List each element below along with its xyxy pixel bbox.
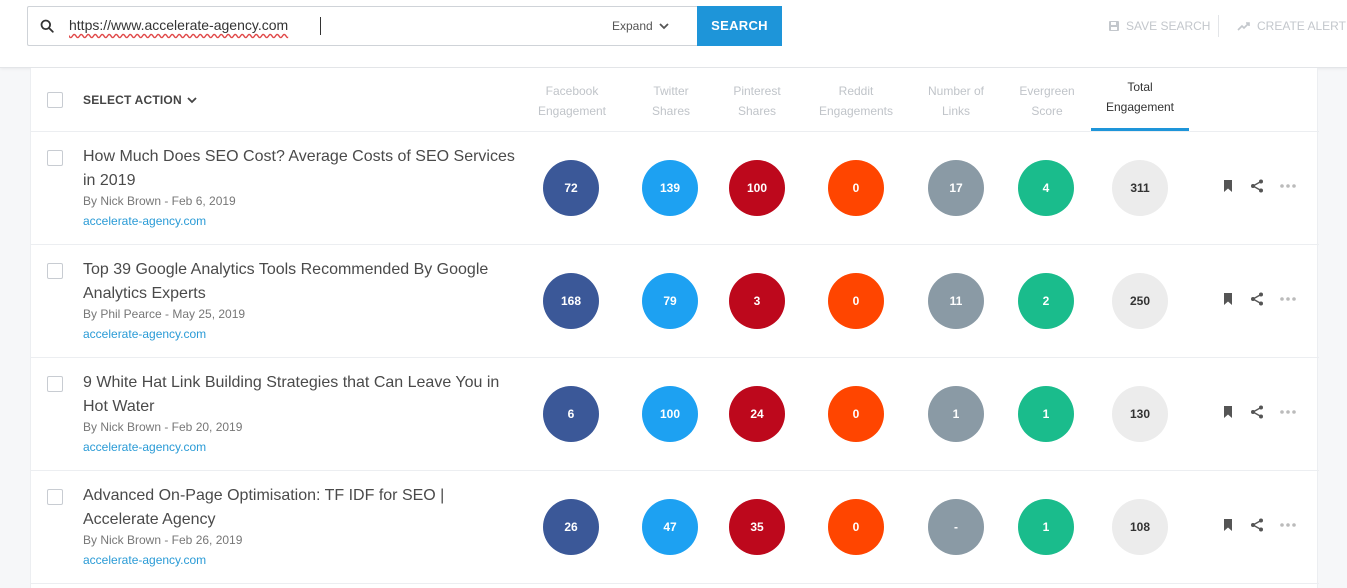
save-icon	[1109, 21, 1119, 31]
text-caret	[320, 17, 321, 35]
article-meta: By Phil Pearce - May 25, 2019	[83, 307, 246, 321]
toolbar-divider	[1218, 15, 1219, 37]
col-number-of-links[interactable]: Number of Links	[927, 84, 985, 118]
evergreen-score-bubble: 1	[1018, 499, 1074, 555]
article-title[interactable]: 9 White Hat Link Building Strategies tha…	[83, 374, 500, 415]
row-actions	[1221, 405, 1297, 419]
facebook-engagement-bubble: 168	[543, 273, 599, 329]
article-domain[interactable]: accelerate-agency.com	[83, 440, 207, 454]
share-icon[interactable]	[1250, 179, 1264, 193]
create-alert-label: CREATE ALERT	[1257, 19, 1346, 33]
bookmark-icon[interactable]	[1221, 179, 1235, 193]
col-reddit-engagements[interactable]: Reddit Engagements	[818, 84, 894, 118]
article-domain[interactable]: accelerate-agency.com	[83, 553, 207, 567]
expand-toggle[interactable]: Expand	[612, 19, 653, 33]
article-title[interactable]: Top 39 Google Analytics Tools Recommende…	[83, 261, 489, 302]
twitter-shares-bubble: 47	[642, 499, 698, 555]
facebook-engagement-bubble: 6	[543, 386, 599, 442]
twitter-shares-bubble: 79	[642, 273, 698, 329]
search-icon	[40, 19, 54, 33]
pinterest-shares-bubble: 24	[729, 386, 785, 442]
table-row: How Much Does SEO Cost? Average Costs of…	[31, 132, 1319, 245]
row-checkbox[interactable]	[47, 263, 63, 279]
links-count-bubble: 1	[928, 386, 984, 442]
links-count-bubble: 17	[928, 160, 984, 216]
evergreen-score-bubble: 2	[1018, 273, 1074, 329]
twitter-shares-bubble: 100	[642, 386, 698, 442]
select-all-checkbox[interactable]	[47, 92, 63, 108]
row-actions	[1221, 292, 1297, 306]
bookmark-icon[interactable]	[1221, 292, 1235, 306]
reddit-engagements-bubble: 0	[828, 273, 884, 329]
reddit-engagements-bubble: 0	[828, 499, 884, 555]
pinterest-shares-bubble: 3	[729, 273, 785, 329]
save-search-button[interactable]: SAVE SEARCH	[1108, 19, 1210, 33]
article-meta: By Nick Brown - Feb 26, 2019	[83, 533, 243, 547]
more-icon[interactable]	[1279, 179, 1297, 193]
share-icon[interactable]	[1250, 518, 1264, 532]
col-total-engagement[interactable]: Total Engagement	[1105, 80, 1175, 114]
total-engagement-bubble: 108	[1112, 499, 1168, 555]
row-actions	[1221, 179, 1297, 193]
search-box[interactable]: https://www.accelerate-agency.com Expand	[27, 6, 697, 46]
chevron-down-icon	[187, 97, 197, 104]
links-count-bubble: -	[928, 499, 984, 555]
links-count-bubble: 11	[928, 273, 984, 329]
share-icon[interactable]	[1250, 405, 1264, 419]
more-icon[interactable]	[1279, 518, 1297, 532]
col-evergreen-score[interactable]: Evergreen Score	[1019, 84, 1075, 118]
article-title[interactable]: How Much Does SEO Cost? Average Costs of…	[83, 148, 515, 189]
article-meta: By Nick Brown - Feb 20, 2019	[83, 420, 243, 434]
total-engagement-bubble: 250	[1112, 273, 1168, 329]
table-row: Top 39 Google Analytics Tools Recommende…	[31, 245, 1319, 358]
col-facebook-engagement[interactable]: Facebook Engagement	[537, 84, 607, 118]
article-title[interactable]: Advanced On-Page Optimisation: TF IDF fo…	[83, 487, 445, 528]
save-search-label: SAVE SEARCH	[1126, 19, 1211, 33]
total-engagement-bubble: 130	[1112, 386, 1168, 442]
reddit-engagements-bubble: 0	[828, 386, 884, 442]
share-icon[interactable]	[1250, 292, 1264, 306]
table-row: Advanced On-Page Optimisation: TF IDF fo…	[31, 471, 1319, 584]
row-checkbox[interactable]	[47, 489, 63, 505]
col-pinterest-shares[interactable]: Pinterest Shares	[733, 84, 781, 118]
facebook-engagement-bubble: 26	[543, 499, 599, 555]
evergreen-score-bubble: 1	[1018, 386, 1074, 442]
twitter-shares-bubble: 139	[642, 160, 698, 216]
evergreen-score-bubble: 4	[1018, 160, 1074, 216]
select-action-dropdown[interactable]: SELECT ACTION	[83, 93, 198, 107]
table-header: SELECT ACTION Facebook Engagement Twitte…	[31, 68, 1319, 132]
search-button[interactable]: SEARCH	[697, 6, 782, 46]
pinterest-shares-bubble: 35	[729, 499, 785, 555]
row-checkbox[interactable]	[47, 150, 63, 166]
pinterest-shares-bubble: 100	[729, 160, 785, 216]
reddit-engagements-bubble: 0	[828, 160, 884, 216]
table-row: 9 White Hat Link Building Strategies tha…	[31, 358, 1319, 471]
select-action-label: SELECT ACTION	[83, 93, 182, 107]
facebook-engagement-bubble: 72	[543, 160, 599, 216]
total-engagement-bubble: 311	[1112, 160, 1168, 216]
chevron-down-icon[interactable]	[658, 20, 670, 32]
bookmark-icon[interactable]	[1221, 405, 1235, 419]
more-icon[interactable]	[1279, 405, 1297, 419]
row-checkbox[interactable]	[47, 376, 63, 392]
trend-icon	[1237, 22, 1250, 31]
row-actions	[1221, 518, 1297, 532]
search-input[interactable]: https://www.accelerate-agency.com	[69, 17, 289, 33]
active-sort-indicator	[1091, 128, 1189, 131]
article-domain[interactable]: accelerate-agency.com	[83, 327, 207, 341]
article-domain[interactable]: accelerate-agency.com	[83, 214, 207, 228]
col-twitter-shares[interactable]: Twitter Shares	[651, 84, 691, 118]
article-meta: By Nick Brown - Feb 6, 2019	[83, 194, 236, 208]
create-alert-button[interactable]: CREATE ALERT	[1237, 19, 1346, 33]
bookmark-icon[interactable]	[1221, 518, 1235, 532]
top-bar: https://www.accelerate-agency.com Expand…	[0, 0, 1347, 68]
results-panel: SELECT ACTION Facebook Engagement Twitte…	[30, 68, 1319, 588]
more-icon[interactable]	[1279, 292, 1297, 306]
